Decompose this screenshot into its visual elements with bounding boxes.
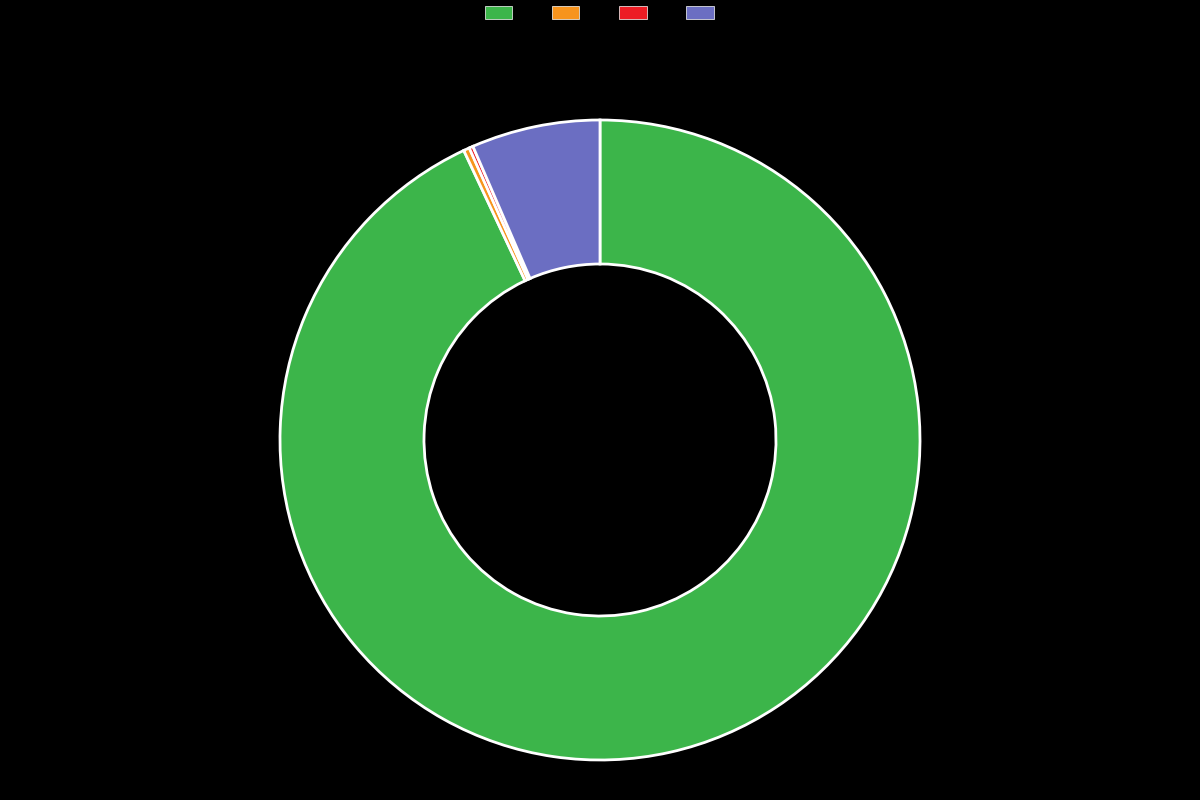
Legend: , , , : , , , [479, 0, 721, 27]
Wedge shape [463, 148, 528, 281]
Wedge shape [473, 120, 600, 278]
Wedge shape [469, 146, 530, 279]
Wedge shape [280, 120, 920, 760]
